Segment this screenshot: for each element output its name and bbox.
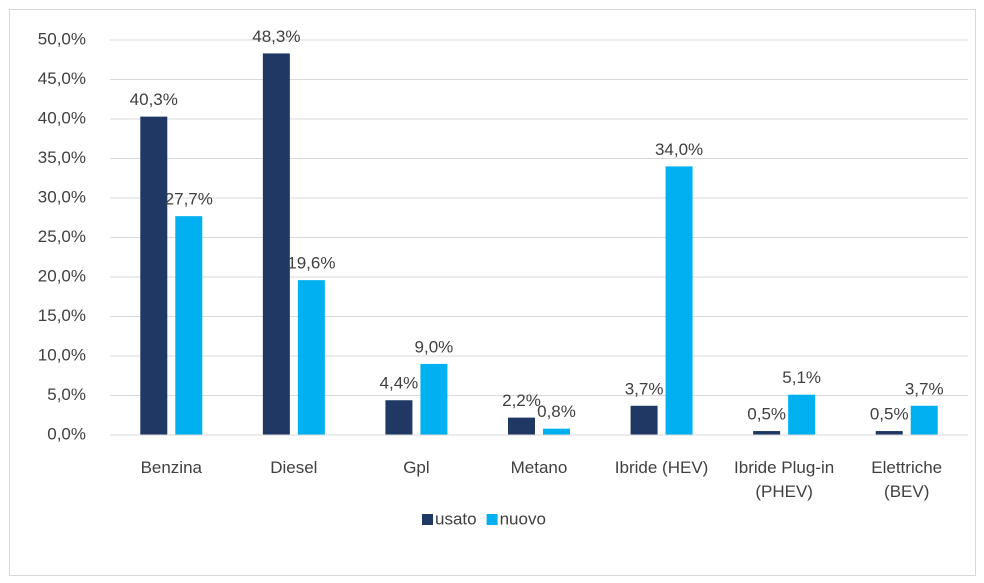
data-label: 4,4% (380, 374, 419, 393)
data-label: 9,0% (415, 337, 454, 356)
data-label: 19,6% (287, 254, 335, 273)
data-label: 2,2% (502, 391, 541, 410)
bar (262, 53, 290, 436)
y-tick-label: 20,0% (38, 266, 86, 285)
x-tick-label: Elettriche (BEV) (871, 458, 943, 501)
chart-border (9, 9, 976, 576)
data-label: 27,7% (165, 190, 213, 209)
data-label: 48,3% (252, 27, 300, 46)
y-tick-label: 5,0% (47, 385, 86, 404)
bar (910, 405, 938, 435)
y-tick-label: 40,0% (38, 108, 86, 127)
bar (385, 400, 413, 435)
x-tick-label: Ibride Plug-in (PHEV) (734, 458, 835, 501)
legend-label: nuovo (500, 509, 546, 528)
bar (297, 280, 325, 435)
bar (175, 216, 203, 435)
data-label: 3,7% (905, 379, 944, 398)
y-tick-label: 30,0% (38, 187, 86, 206)
y-tick-label: 0,0% (47, 424, 86, 443)
legend-swatch (422, 514, 433, 525)
data-label: 34,0% (655, 140, 703, 159)
legend-swatch (486, 514, 498, 525)
y-tick-label: 50,0% (38, 29, 86, 48)
bar (665, 166, 693, 435)
x-tick-label: Metano (510, 458, 568, 477)
x-tick-label: Benzina (140, 458, 202, 477)
data-label: 0,5% (747, 405, 786, 424)
legend-label: usato (435, 509, 477, 528)
data-label: 3,7% (625, 379, 664, 398)
y-tick-label: 35,0% (38, 148, 86, 167)
bar (140, 116, 168, 435)
bar (508, 417, 535, 435)
data-label: 40,3% (130, 90, 178, 109)
y-tick-label: 25,0% (38, 227, 86, 246)
y-tick-label: 45,0% (38, 69, 86, 88)
x-tick-label: Gpl (403, 458, 430, 477)
x-tick-label: Diesel (270, 458, 318, 477)
x-tick-label: Ibride (HEV) (614, 458, 709, 477)
bar (788, 394, 816, 435)
data-label: 0,5% (870, 405, 909, 424)
bar (753, 431, 781, 435)
bar (875, 431, 903, 435)
bar (420, 363, 448, 435)
bar (630, 405, 658, 435)
bar (543, 428, 570, 435)
data-label: 0,8% (537, 402, 576, 421)
data-label: 5,1% (782, 368, 821, 387)
y-tick-label: 10,0% (38, 345, 86, 364)
y-tick-label: 15,0% (38, 306, 86, 325)
